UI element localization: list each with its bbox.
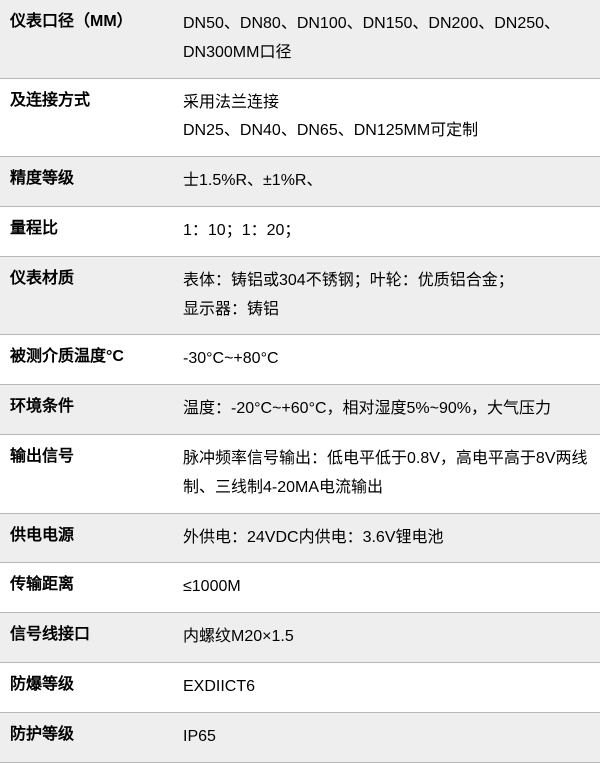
table-row: 防护等级IP65: [0, 713, 600, 763]
spec-label: 输出信号: [0, 435, 175, 513]
spec-label: 防爆等级: [0, 663, 175, 712]
spec-value: IP65: [175, 713, 600, 762]
spec-value: 1：10；1：20；: [175, 207, 600, 256]
spec-label: 仪表材质: [0, 257, 175, 335]
table-row: 传输距离≤1000M: [0, 563, 600, 613]
spec-value: EXDIICT6: [175, 663, 600, 712]
spec-label: 供电电源: [0, 514, 175, 563]
spec-value: DN50、DN80、DN100、DN150、DN200、DN250、DN300M…: [175, 0, 600, 78]
table-row: 及连接方式采用法兰连接 DN25、DN40、DN65、DN125MM可定制: [0, 79, 600, 158]
spec-value: -30°C~+80°C: [175, 335, 600, 384]
table-row: 仪表口径（MM）DN50、DN80、DN100、DN150、DN200、DN25…: [0, 0, 600, 79]
spec-value: 脉冲频率信号输出：低电平低于0.8V，高电平高于8V两线制、三线制4-20MA电…: [175, 435, 600, 513]
specifications-table: 仪表口径（MM）DN50、DN80、DN100、DN150、DN200、DN25…: [0, 0, 600, 763]
spec-value: 采用法兰连接 DN25、DN40、DN65、DN125MM可定制: [175, 79, 600, 157]
table-row: 防爆等级EXDIICT6: [0, 663, 600, 713]
spec-label: 被测介质温度°C: [0, 335, 175, 384]
spec-label: 精度等级: [0, 157, 175, 206]
spec-label: 信号线接口: [0, 613, 175, 662]
table-row: 精度等级士1.5%R、±1%R、: [0, 157, 600, 207]
spec-value: 温度：-20°C~+60°C，相对湿度5%~90%，大气压力: [175, 385, 600, 434]
table-row: 信号线接口内螺纹M20×1.5: [0, 613, 600, 663]
table-row: 环境条件温度：-20°C~+60°C，相对湿度5%~90%，大气压力: [0, 385, 600, 435]
spec-label: 量程比: [0, 207, 175, 256]
spec-value: 表体：铸铝或304不锈钢；叶轮：优质铝合金； 显示器：铸铝: [175, 257, 600, 335]
table-row: 仪表材质表体：铸铝或304不锈钢；叶轮：优质铝合金； 显示器：铸铝: [0, 257, 600, 336]
spec-value: ≤1000M: [175, 563, 600, 612]
spec-label: 防护等级: [0, 713, 175, 762]
table-row: 量程比1：10；1：20；: [0, 207, 600, 257]
spec-label: 环境条件: [0, 385, 175, 434]
spec-label: 传输距离: [0, 563, 175, 612]
table-row: 被测介质温度°C-30°C~+80°C: [0, 335, 600, 385]
table-row: 输出信号脉冲频率信号输出：低电平低于0.8V，高电平高于8V两线制、三线制4-2…: [0, 435, 600, 514]
spec-value: 士1.5%R、±1%R、: [175, 157, 600, 206]
spec-value: 内螺纹M20×1.5: [175, 613, 600, 662]
spec-label: 及连接方式: [0, 79, 175, 157]
spec-value: 外供电：24VDC内供电：3.6V锂电池: [175, 514, 600, 563]
spec-label: 仪表口径（MM）: [0, 0, 175, 78]
